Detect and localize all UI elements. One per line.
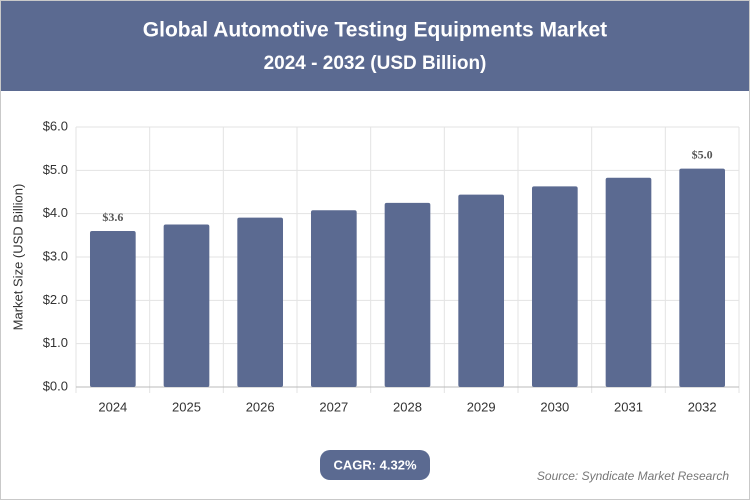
x-tick-label: 2027 <box>319 399 348 414</box>
x-tick-label: 2026 <box>246 399 275 414</box>
bar <box>163 224 210 387</box>
value-label: $5.0 <box>692 147 713 161</box>
bar <box>679 168 726 387</box>
y-tick-label: $2.0 <box>43 292 68 307</box>
cagr-badge <box>320 450 430 480</box>
y-tick-label: $6.0 <box>43 118 68 133</box>
chart-title: Global Automotive Testing Equipments Mar… <box>143 19 607 42</box>
y-tick-label: $0.0 <box>43 378 68 393</box>
bar <box>237 217 284 387</box>
chart-subtitle: 2024 - 2032 (USD Billion) <box>264 53 487 74</box>
y-tick-label: $5.0 <box>43 162 68 177</box>
x-tick-label: 2030 <box>540 399 569 414</box>
x-tick-label: 2032 <box>688 399 717 414</box>
bar <box>384 202 431 387</box>
bar <box>605 177 652 387</box>
y-tick-label: $1.0 <box>43 335 68 350</box>
y-tick-label: $4.0 <box>43 205 68 220</box>
bar <box>531 186 578 387</box>
bar <box>89 231 136 387</box>
value-label: $3.6 <box>102 210 123 224</box>
x-tick-label: 2031 <box>614 399 643 414</box>
cagr-text: CAGR: 4.32% <box>333 457 417 472</box>
y-tick-label: $3.0 <box>43 248 68 263</box>
x-tick-label: 2025 <box>172 399 201 414</box>
x-tick-label: 2029 <box>467 399 496 414</box>
bar <box>310 210 357 387</box>
bar <box>458 194 505 387</box>
x-tick-label: 2024 <box>98 399 127 414</box>
source-note: Source: Syndicate Market Research <box>537 469 729 483</box>
header-band <box>1 1 749 91</box>
x-tick-label: 2028 <box>393 399 422 414</box>
y-axis-label: Market Size (USD Billion) <box>10 184 25 331</box>
